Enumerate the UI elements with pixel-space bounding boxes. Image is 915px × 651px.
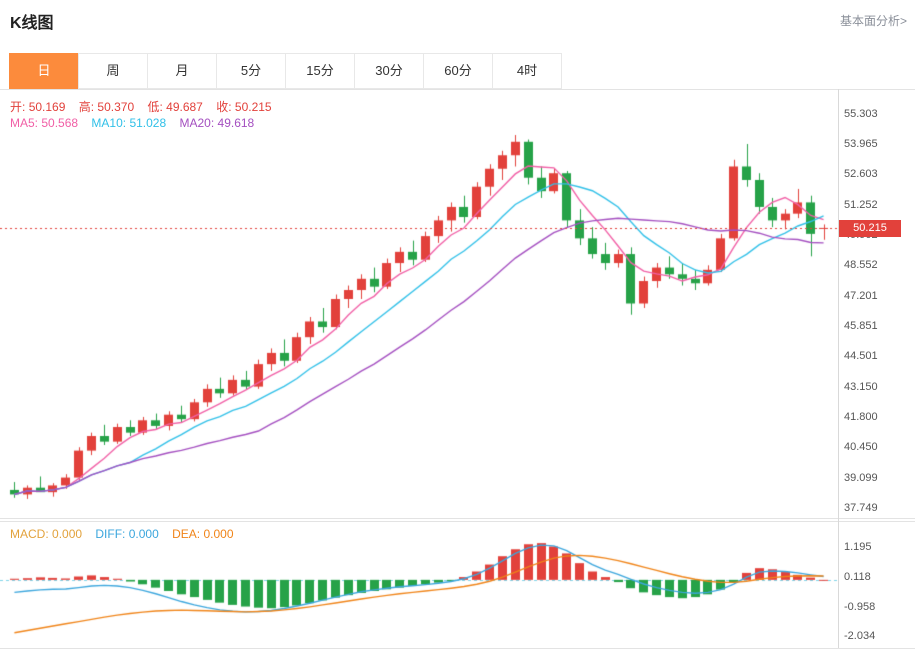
y-axis-label: 41.800 [844, 410, 878, 423]
y-axis-label: 47.201 [844, 289, 878, 302]
y-axis-label: 37.749 [844, 501, 878, 514]
ma-readout: MA5: 50.568 MA10: 51.028 MA20: 49.618 [10, 116, 264, 130]
ma10-label: MA10: [91, 116, 127, 130]
current-price-badge: 50.215 [839, 219, 901, 237]
y-axis-label: 40.450 [844, 441, 878, 454]
macd-readout: MACD: 0.000 DIFF: 0.000 DEA: 0.000 [10, 527, 244, 541]
y-axis-label: 43.150 [844, 380, 878, 393]
low-value: 49.687 [166, 100, 203, 114]
ma20-value: 49.618 [217, 116, 255, 130]
y-axis-label: 45.851 [844, 319, 878, 332]
diff-value: 0.000 [128, 527, 159, 541]
diff-label: DIFF: [95, 527, 126, 541]
ma5-value: 50.568 [41, 116, 79, 130]
y-axis-label: -2.034 [844, 630, 876, 643]
y-axis-label: 52.603 [844, 168, 878, 181]
y-axis-label: 55.303 [844, 107, 878, 120]
close-value: 50.215 [234, 100, 272, 114]
tab-bar: 日周月 5分 15分 30分 60分 4时 [9, 53, 562, 89]
y-axis-label: 51.252 [844, 198, 878, 211]
macd-axis: 1.195 0.118 -0.958 -2.034 [844, 522, 914, 648]
macd-value: 0.000 [52, 527, 83, 541]
open-label: 开: [10, 100, 26, 114]
macd-label: MACD: [10, 527, 49, 541]
y-axis-label: 44.501 [844, 350, 878, 363]
tab-period-3[interactable]: 月 [147, 53, 217, 89]
chart-bottom-border [0, 648, 915, 649]
y-axis-label: -0.958 [844, 600, 876, 613]
dea-label: DEA: [172, 527, 201, 541]
tab-period-4[interactable]: 5分 [216, 53, 286, 89]
tab-period-5[interactable]: 15分 [285, 53, 355, 89]
tab-period-7[interactable]: 60分 [423, 53, 493, 89]
panel-separator-bottom [0, 521, 915, 522]
main-price-axis: 55.30353.96552.60351.25249.90248.55247.2… [844, 89, 914, 518]
axis-vertical-border [838, 89, 839, 648]
tab-period-2[interactable]: 周 [78, 53, 148, 89]
panel-separator-top [0, 518, 915, 519]
tab-period-8[interactable]: 4时 [492, 53, 562, 89]
high-value: 50.370 [97, 100, 135, 114]
tab-period-6[interactable]: 30分 [354, 53, 424, 89]
close-label: 收: [216, 100, 232, 114]
low-label: 低: [147, 100, 163, 114]
ohlc-readout: 开: 50.169 高: 50.370 低: 49.687 收: 50.215 [10, 98, 282, 115]
ma20-label: MA20: [179, 116, 215, 130]
high-label: 高: [78, 100, 95, 114]
ma10-value: 51.028 [129, 116, 167, 130]
y-axis-label: 39.099 [844, 471, 878, 484]
dea-value: 0.000 [203, 527, 234, 541]
main-chart-canvas[interactable] [0, 89, 838, 518]
ma5-label: MA5: [10, 116, 39, 130]
y-axis-label: 1.195 [844, 540, 872, 553]
tab-period-1[interactable]: 日 [9, 53, 79, 89]
y-axis-label: 0.118 [844, 570, 871, 583]
page-title: K线图 [10, 15, 54, 32]
macd-chart-canvas[interactable] [0, 522, 838, 648]
fundamental-analysis-link[interactable]: 基本面分析> [839, 14, 907, 28]
open-value: 50.169 [28, 100, 66, 114]
y-axis-label: 53.965 [844, 137, 878, 150]
y-axis-label: 48.552 [844, 259, 878, 272]
